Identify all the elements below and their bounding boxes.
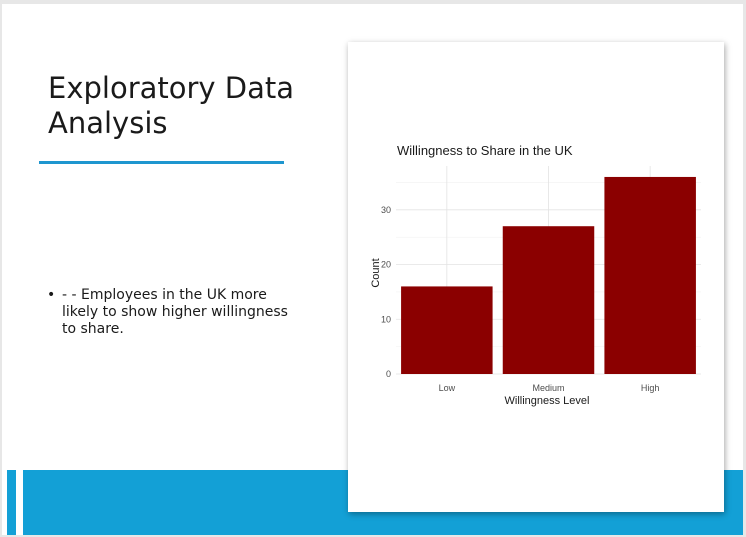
chart-title: Willingness to Share in the UK bbox=[397, 143, 573, 158]
bar-chart: Willingness to Share in the UK Willingne… bbox=[370, 143, 701, 407]
bullet-item: - - Employees in the UK more likely to s… bbox=[47, 287, 302, 338]
y-tick-label: 30 bbox=[381, 205, 391, 215]
slide-title: Exploratory Data Analysis bbox=[48, 71, 295, 140]
footer-band-small bbox=[7, 470, 16, 535]
bar-low bbox=[401, 286, 493, 374]
slide: Exploratory Data Analysis - - Employees … bbox=[2, 4, 743, 535]
x-tick-label: High bbox=[641, 383, 660, 393]
x-axis-title: Willingness Level bbox=[505, 395, 590, 407]
y-tick-label: 10 bbox=[381, 314, 391, 324]
x-tick-label: Medium bbox=[532, 383, 564, 393]
bar-high bbox=[604, 176, 696, 374]
y-tick-label: 20 bbox=[381, 260, 391, 270]
y-tick-label: 0 bbox=[386, 369, 391, 379]
bullet-list: - - Employees in the UK more likely to s… bbox=[47, 287, 302, 338]
chart-card: Willingness to Share in the UK Willingne… bbox=[348, 42, 724, 512]
title-underline bbox=[39, 161, 284, 164]
bar-medium bbox=[502, 226, 595, 374]
y-axis-title: Count bbox=[370, 258, 382, 287]
x-tick-label: Low bbox=[439, 383, 456, 393]
